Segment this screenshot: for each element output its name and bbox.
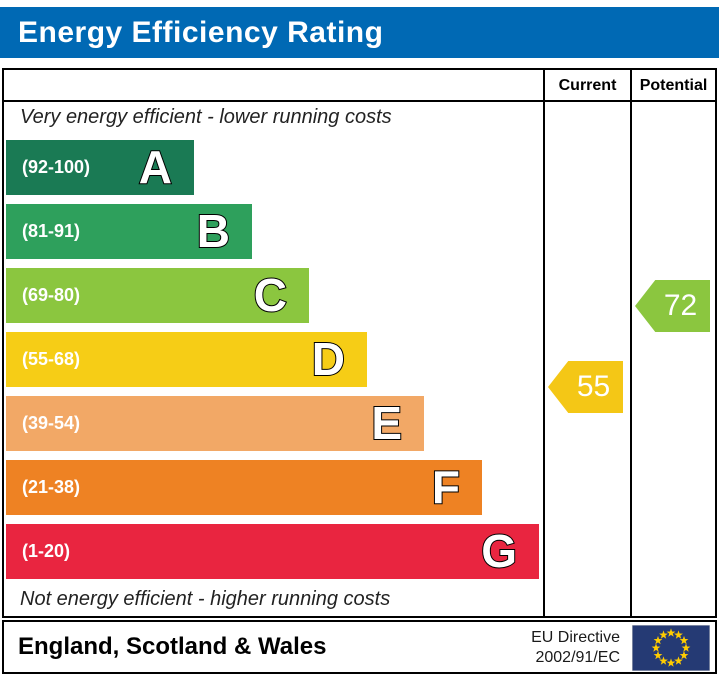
band-row-F: (21-38) F <box>6 460 482 515</box>
potential-rating-value: 72 <box>663 289 698 322</box>
band-row-C: (69-80) C <box>6 268 309 323</box>
band-letter: B <box>196 204 231 257</box>
current-rating-value: 55 <box>576 370 611 403</box>
band-range: (92-100) <box>22 157 91 177</box>
band-range: (69-80) <box>22 285 81 305</box>
column-divider-potential <box>630 70 632 616</box>
band-letter: D <box>311 332 346 385</box>
band-row-D: (55-68) D <box>6 332 367 387</box>
footer: England, Scotland & Wales EU Directive 2… <box>2 620 717 674</box>
band-letter: C <box>253 268 288 321</box>
eu-flag-icon <box>632 625 710 671</box>
band-range: (21-38) <box>22 477 81 497</box>
band-row-E: (39-54) E <box>6 396 424 451</box>
current-rating-arrow: 55 <box>548 361 623 413</box>
band-letter: A <box>138 140 173 193</box>
band-range: (39-54) <box>22 413 81 433</box>
rating-table: Current Potential Very energy efficient … <box>2 68 717 618</box>
band-range: (1-20) <box>22 541 71 561</box>
band-range: (55-68) <box>22 349 81 369</box>
column-header-current: Current <box>558 77 617 94</box>
eu-directive-line1: EU Directive <box>531 629 620 646</box>
column-header-potential: Potential <box>639 77 708 94</box>
band-letter: G <box>480 524 518 577</box>
title-bar: Energy Efficiency Rating <box>0 7 719 58</box>
bottom-note: Not energy efficient - higher running co… <box>20 588 391 610</box>
band-row-A: (92-100) A <box>6 140 194 195</box>
page-title: Energy Efficiency Rating <box>18 15 384 49</box>
eu-directive-line2: 2002/91/EC <box>535 649 620 666</box>
potential-rating-arrow: 72 <box>635 280 710 332</box>
band-letter: F <box>431 460 461 513</box>
column-divider-current <box>543 70 545 616</box>
top-note: Very energy efficient - lower running co… <box>20 106 392 128</box>
eu-directive-label: EU Directive 2002/91/EC <box>531 628 620 668</box>
band-row-G: (1-20) G <box>6 524 539 579</box>
band-letter: E <box>370 396 403 449</box>
band-row-B: (81-91) B <box>6 204 252 259</box>
header-row-divider <box>4 100 715 102</box>
band-range: (81-91) <box>22 221 81 241</box>
region-label: England, Scotland & Wales <box>18 633 327 660</box>
